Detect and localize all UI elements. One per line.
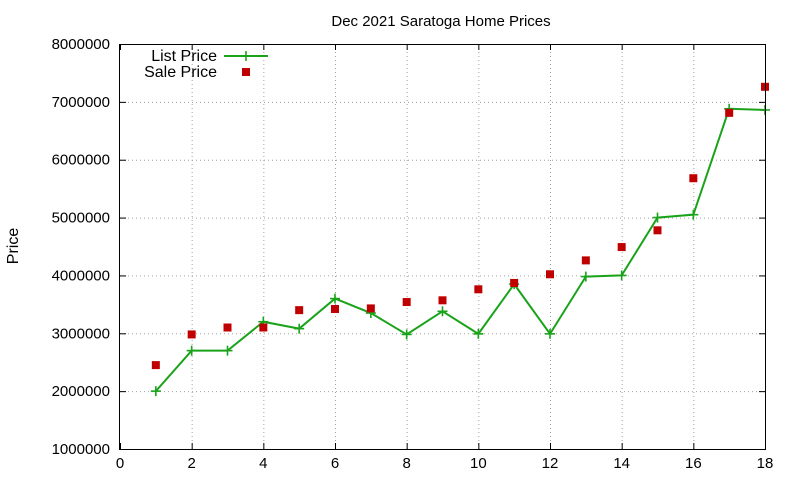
list-price-point xyxy=(401,329,412,340)
sale-price-point xyxy=(151,361,160,370)
sale-price-point xyxy=(725,108,734,117)
legend-marker-list-price xyxy=(241,51,251,61)
list-price-line xyxy=(155,107,766,392)
sale-price-point xyxy=(689,174,698,183)
sale-price-point xyxy=(402,298,411,307)
y-tick-label: 7000000 xyxy=(52,94,110,111)
sale-price-point xyxy=(581,256,590,265)
sale-price-point xyxy=(259,323,268,332)
list-price-point xyxy=(688,209,699,220)
x-tick-label: 2 xyxy=(187,455,195,472)
x-tick-label: 12 xyxy=(542,455,559,472)
x-tick-label: 18 xyxy=(757,455,774,472)
list-price-point xyxy=(186,345,197,356)
list-price-point xyxy=(294,323,305,334)
x-tick-label: 6 xyxy=(331,455,339,472)
sale-price-point xyxy=(474,285,483,294)
x-tick-label: 14 xyxy=(613,455,630,472)
plot-frame xyxy=(119,44,766,450)
x-tick-label: 10 xyxy=(470,455,487,472)
y-tick-label: 1000000 xyxy=(52,441,110,458)
legend-marker-sale-price xyxy=(242,68,250,76)
chart-title: Dec 2021 Saratoga Home Prices xyxy=(331,13,550,30)
list-price-point xyxy=(545,328,555,339)
sale-price-point xyxy=(366,304,375,313)
y-tick-label: 3000000 xyxy=(52,325,110,342)
y-tick-label: 4000000 xyxy=(52,267,110,284)
series xyxy=(150,82,770,397)
sale-price-point xyxy=(438,296,447,305)
list-price-point xyxy=(437,306,448,317)
sale-price-point xyxy=(510,278,519,287)
sale-price-point xyxy=(653,226,662,235)
legend-label-list-price: List Price xyxy=(151,48,217,65)
list-price-point xyxy=(150,386,161,397)
list-price-point xyxy=(652,212,663,223)
sale-price-point xyxy=(546,270,554,279)
sale-price-point xyxy=(331,304,339,313)
sale-price-point xyxy=(617,243,626,252)
list-price-point xyxy=(330,293,340,304)
sale-price-point xyxy=(187,330,196,339)
x-tick-label: 8 xyxy=(402,455,410,472)
sale-price-point xyxy=(223,323,232,332)
y-axis-label: Price xyxy=(5,228,22,265)
y-tick-label: 5000000 xyxy=(52,210,110,227)
list-price-point xyxy=(473,328,484,339)
sale-price-point xyxy=(295,306,304,315)
x-tick-label: 4 xyxy=(259,455,267,472)
x-tick-label: 0 xyxy=(116,455,124,472)
legend-label-sale-price: Sale Price xyxy=(144,64,217,81)
axis-ticks: 0 2 4 6 8 10 12 14 16 18 1000000 2000000 3000000 4000… xyxy=(52,36,774,472)
list-price-point xyxy=(222,345,233,356)
list-price-point xyxy=(580,271,591,282)
x-tick-label: 16 xyxy=(685,455,702,472)
y-tick-label: 8000000 xyxy=(52,36,110,53)
grid xyxy=(120,44,765,449)
y-tick-label: 2000000 xyxy=(52,383,110,400)
list-price-point xyxy=(616,270,627,281)
y-tick-label: 6000000 xyxy=(52,152,110,169)
